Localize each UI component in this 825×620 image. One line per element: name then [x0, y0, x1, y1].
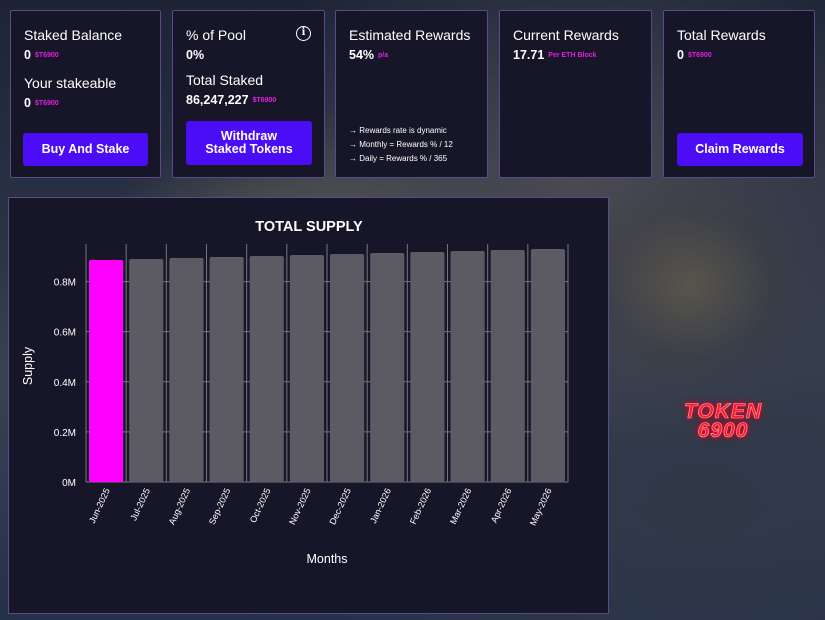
y-tick-label: 0.8M: [54, 278, 76, 289]
estimated-rewards-card: Estimated Rewards 54% p/a → Rewards rate …: [335, 10, 488, 178]
stakeable-amount: 0: [24, 96, 31, 110]
total-rewards-card: Total Rewards 0 $T6900 Claim Rewards: [663, 10, 815, 178]
stakeable-unit: $T6900: [34, 100, 59, 107]
y-tick-label: 0.6M: [54, 328, 76, 339]
x-tick-label: Mar-2026: [448, 487, 473, 526]
bar: [129, 259, 164, 482]
x-tick-label: May-2026: [528, 487, 554, 528]
total-rewards-amount: 0: [677, 48, 684, 62]
total-supply-chart-panel: TOTAL SUPPLY 0M 0.2M 0.4M 0.6M 0.8M Jun-2025 Ju…: [8, 197, 609, 614]
pool-title: % of Pool: [186, 27, 246, 43]
logo-line1: TOKEN: [683, 400, 763, 423]
rewards-note: → Rewards rate is dynamic: [349, 126, 447, 135]
bar: [209, 257, 244, 482]
bar: [450, 251, 485, 482]
y-tick-label: 0.4M: [54, 378, 76, 389]
bar: [330, 254, 365, 482]
current-rewards-unit: Per ETH Block: [548, 52, 597, 59]
claim-rewards-button[interactable]: Claim Rewards: [677, 133, 803, 166]
bar: [169, 258, 204, 482]
rewards-notes: → Rewards rate is dynamic → Monthly = Re…: [349, 124, 453, 166]
withdraw-staked-tokens-button[interactable]: Withdraw Staked Tokens: [186, 121, 312, 165]
bar: [410, 252, 445, 482]
bar: [530, 249, 565, 482]
rewards-note: → Monthly = Rewards % / 12: [349, 140, 453, 149]
y-tick-label: 0M: [62, 478, 76, 489]
bar: [490, 250, 525, 482]
token-6900-logo: TOKEN 6900: [660, 400, 786, 442]
stakeable-title: Your stakeable: [24, 75, 117, 91]
y-tick-label: 0.2M: [54, 428, 76, 439]
x-tick-label: Jun-2025: [87, 487, 112, 525]
logo-line2: 6900: [697, 419, 749, 442]
x-tick-label: Dec-2025: [327, 487, 353, 527]
pool-percent-value: 0%: [186, 48, 205, 62]
current-rewards-title: Current Rewards: [513, 27, 619, 43]
x-tick-label: Jan-2026: [368, 487, 393, 525]
info-icon[interactable]: i: [296, 26, 311, 41]
bar: [89, 260, 124, 482]
total-rewards-title: Total Rewards: [677, 27, 766, 43]
x-tick-label: Nov-2025: [287, 487, 313, 527]
y-axis-label: Supply: [21, 346, 35, 385]
current-rewards-card: Current Rewards 17.71 Per ETH Block: [499, 10, 652, 178]
withdraw-label-line1: Withdraw: [220, 129, 278, 143]
pool-card: % of Pool i 0% Total Staked 86,247,227 $T…: [172, 10, 325, 178]
bar: [289, 255, 324, 482]
total-supply-chart: TOTAL SUPPLY 0M 0.2M 0.4M 0.6M 0.8M Jun-2025 Ju…: [21, 219, 569, 566]
chart-title: TOTAL SUPPLY: [255, 219, 363, 235]
bar: [249, 256, 284, 482]
estimated-rewards-unit: p/a: [378, 52, 389, 59]
x-tick-label: Apr-2026: [489, 487, 514, 525]
stakeable-value: 0 $T6900: [24, 96, 59, 110]
staked-balance-title: Staked Balance: [24, 27, 123, 43]
staked-balance-value: 0 $T6900: [24, 48, 59, 62]
x-axis-label: Months: [307, 552, 348, 566]
current-rewards-amount: 17.71: [513, 48, 545, 62]
total-staked-unit: $T6900: [252, 97, 277, 104]
total-staked-amount: 86,247,227: [186, 93, 249, 107]
buy-and-stake-button[interactable]: Buy And Stake: [23, 133, 148, 166]
rewards-note: → Daily = Rewards % / 365: [349, 154, 448, 163]
x-tick-label: Jul-2025: [128, 487, 152, 523]
estimated-rewards-value: 54% p/a: [349, 48, 388, 62]
estimated-rewards-amount: 54%: [349, 48, 375, 62]
bar: [370, 253, 405, 482]
staked-balance-amount: 0: [24, 48, 31, 62]
staked-balance-unit: $T6900: [34, 52, 59, 59]
total-rewards-unit: $T6900: [687, 52, 712, 59]
withdraw-label-line2: Staked Tokens: [205, 142, 293, 156]
x-tick-label: Aug-2025: [167, 487, 193, 527]
current-rewards-value: 17.71 Per ETH Block: [513, 48, 597, 62]
staked-balance-card: Staked Balance 0 $T6900 Your stakeable 0 $…: [10, 10, 161, 178]
x-tick-label: Oct-2025: [248, 487, 273, 525]
total-rewards-value: 0 $T6900: [677, 48, 712, 62]
estimated-rewards-title: Estimated Rewards: [349, 27, 471, 43]
total-staked-value: 86,247,227 $T6900: [186, 93, 276, 107]
x-tick-label: Feb-2026: [408, 487, 433, 526]
total-staked-title: Total Staked: [186, 72, 264, 88]
x-tick-label: Sep-2025: [207, 487, 233, 527]
